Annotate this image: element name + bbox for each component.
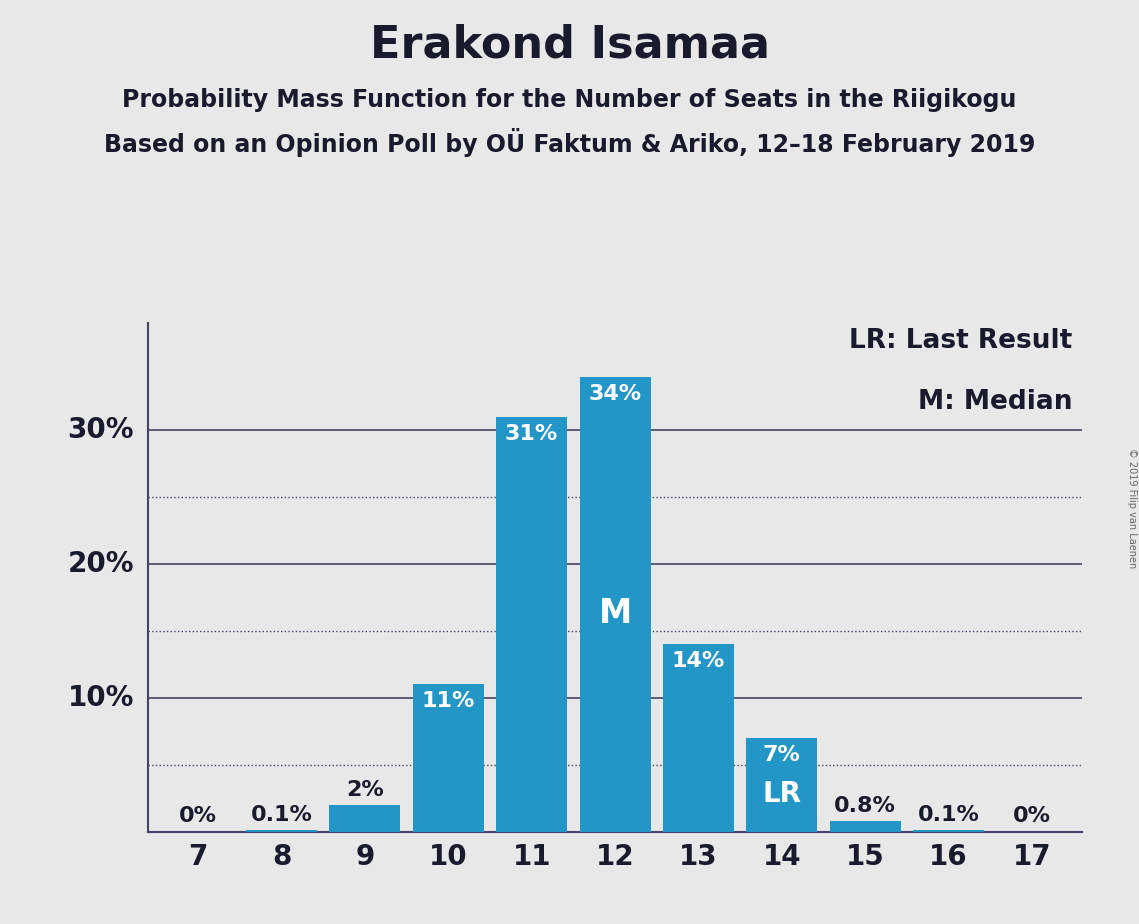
Text: 2%: 2%	[346, 780, 384, 799]
Bar	[329, 805, 400, 832]
Text: M: Median: M: Median	[918, 390, 1073, 416]
Text: 20%: 20%	[67, 550, 134, 578]
Text: M: M	[598, 597, 632, 630]
Bar	[580, 377, 650, 832]
Text: 11%: 11%	[421, 691, 475, 711]
Text: Erakond Isamaa: Erakond Isamaa	[369, 23, 770, 67]
Text: 0.8%: 0.8%	[834, 796, 896, 816]
Text: 34%: 34%	[589, 383, 641, 404]
Bar	[746, 738, 818, 832]
Text: 0.1%: 0.1%	[918, 805, 980, 825]
Text: 7%: 7%	[763, 745, 801, 765]
Text: LR: LR	[762, 780, 802, 808]
Text: 14%: 14%	[672, 651, 726, 671]
Text: 0.1%: 0.1%	[251, 805, 312, 825]
Text: Based on an Opinion Poll by OÜ Faktum & Ariko, 12–18 February 2019: Based on an Opinion Poll by OÜ Faktum & …	[104, 128, 1035, 156]
Text: Probability Mass Function for the Number of Seats in the Riigikogu: Probability Mass Function for the Number…	[122, 88, 1017, 112]
Bar	[412, 685, 484, 832]
Text: 10%: 10%	[67, 684, 134, 711]
Text: 30%: 30%	[67, 417, 134, 444]
Bar	[913, 831, 984, 832]
Bar	[246, 831, 317, 832]
Text: 31%: 31%	[505, 424, 558, 444]
Text: 0%: 0%	[1013, 807, 1051, 826]
Text: LR: Last Result: LR: Last Result	[850, 328, 1073, 355]
Bar	[497, 417, 567, 832]
Bar	[663, 644, 734, 832]
Bar	[830, 821, 901, 832]
Text: © 2019 Filip van Laenen: © 2019 Filip van Laenen	[1126, 448, 1137, 568]
Text: 0%: 0%	[179, 807, 218, 826]
